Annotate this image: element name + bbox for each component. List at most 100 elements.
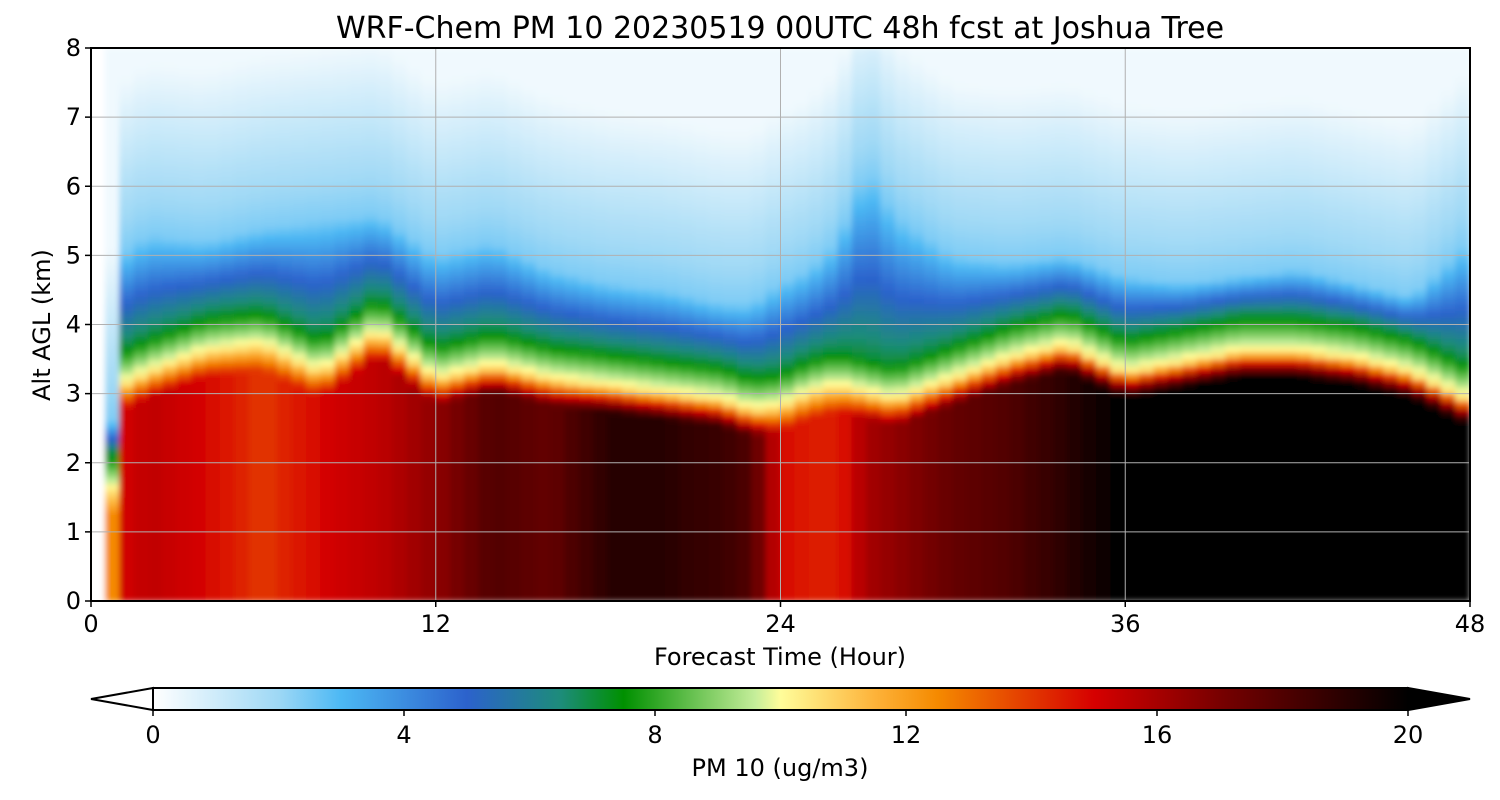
heatmap-cell xyxy=(377,144,394,153)
heatmap-cell xyxy=(679,434,695,443)
heatmap-cell xyxy=(305,476,322,484)
heatmap-cell xyxy=(320,192,336,201)
heatmap-cell xyxy=(420,393,437,402)
heatmap-cell xyxy=(334,254,351,263)
heatmap-cell xyxy=(780,130,796,139)
heatmap-cell xyxy=(162,469,178,478)
heatmap-cell xyxy=(650,462,667,471)
heatmap-cell xyxy=(349,220,365,229)
heatmap-cell xyxy=(837,303,853,312)
heatmap-cell xyxy=(966,123,983,132)
heatmap-cell xyxy=(320,61,336,70)
heatmap-cell xyxy=(736,206,753,215)
heatmap-cell xyxy=(909,538,925,547)
heatmap-cell xyxy=(751,48,767,56)
heatmap-cell xyxy=(406,185,422,194)
heatmap-cell xyxy=(291,482,307,491)
heatmap-cell xyxy=(406,427,422,436)
heatmap-cell xyxy=(420,552,437,561)
heatmap-cell xyxy=(492,324,509,332)
heatmap-cell xyxy=(780,165,796,173)
heatmap-cell xyxy=(205,206,221,215)
heatmap-cell xyxy=(923,372,940,381)
heatmap-cell xyxy=(205,538,221,547)
heatmap-cell xyxy=(966,413,983,422)
heatmap-cell xyxy=(593,247,609,256)
heatmap-cell xyxy=(621,545,638,554)
heatmap-cell xyxy=(851,130,868,139)
heatmap-cell xyxy=(823,227,839,236)
heatmap-cell xyxy=(751,462,767,471)
heatmap-cell xyxy=(492,531,509,540)
heatmap-cell xyxy=(765,531,781,540)
heatmap-cell xyxy=(621,559,638,567)
heatmap-cell xyxy=(363,206,379,215)
heatmap-cell xyxy=(607,254,623,263)
heatmap-cell xyxy=(938,137,954,146)
heatmap-cell xyxy=(535,95,552,104)
heatmap-cell xyxy=(909,434,925,443)
heatmap-cell xyxy=(262,185,279,194)
heatmap-cell xyxy=(91,324,106,332)
heatmap-cell xyxy=(894,116,911,125)
heatmap-cell xyxy=(966,455,983,464)
heatmap-cell xyxy=(923,116,940,125)
heatmap-cell xyxy=(133,199,149,208)
heatmap-cell xyxy=(435,116,451,125)
heatmap-cell xyxy=(679,393,695,402)
heatmap-cell xyxy=(550,199,566,208)
heatmap-cell xyxy=(679,289,695,298)
heatmap-cell xyxy=(578,282,595,291)
heatmap-cell xyxy=(837,171,853,180)
heatmap-cell xyxy=(866,144,882,153)
heatmap-cell xyxy=(650,151,667,160)
heatmap-cell xyxy=(952,48,968,56)
heatmap-cell xyxy=(377,199,394,208)
heatmap-cell xyxy=(133,393,149,402)
heatmap-cell xyxy=(636,116,652,125)
heatmap-cell xyxy=(176,427,193,436)
heatmap-cell xyxy=(392,406,408,415)
heatmap-cell xyxy=(377,393,394,402)
heatmap-cell xyxy=(234,144,250,153)
heatmap-cell xyxy=(205,137,221,146)
heatmap-cell xyxy=(248,565,264,574)
heatmap-cell xyxy=(722,469,738,478)
heatmap-cell xyxy=(377,241,394,249)
heatmap-cell xyxy=(866,503,882,512)
heatmap-cell xyxy=(550,75,566,84)
heatmap-cell xyxy=(219,75,236,84)
heatmap-cell xyxy=(837,95,853,104)
heatmap-cell xyxy=(449,234,465,243)
heatmap-cell xyxy=(363,227,379,236)
heatmap-cell xyxy=(521,227,537,236)
heatmap-cell xyxy=(392,151,408,160)
heatmap-cell xyxy=(133,344,149,353)
heatmap-cell xyxy=(219,427,236,436)
heatmap-cell xyxy=(923,158,940,167)
heatmap-cell xyxy=(176,462,193,471)
heatmap-cell xyxy=(377,220,394,229)
heatmap-cell xyxy=(851,482,868,491)
heatmap-cell xyxy=(679,178,695,187)
heatmap-cell xyxy=(420,61,437,70)
heatmap-cell xyxy=(507,241,523,249)
heatmap-cell xyxy=(219,531,236,540)
heatmap-cell xyxy=(219,165,236,173)
heatmap-cell xyxy=(435,296,451,305)
heatmap-cell xyxy=(119,496,135,505)
heatmap-cell xyxy=(880,109,896,118)
heatmap-cell xyxy=(780,337,796,346)
heatmap-cell xyxy=(621,48,638,56)
heatmap-cell xyxy=(205,123,221,132)
heatmap-cell xyxy=(578,241,595,249)
heatmap-cell xyxy=(780,365,796,374)
heatmap-cell xyxy=(794,351,810,360)
heatmap-cell xyxy=(952,213,968,222)
heatmap-cell xyxy=(909,178,925,187)
heatmap-cell xyxy=(765,386,781,395)
heatmap-cell xyxy=(578,572,595,581)
heatmap-cell xyxy=(880,268,896,277)
heatmap-cell xyxy=(665,510,681,519)
heatmap-cell xyxy=(334,282,351,291)
